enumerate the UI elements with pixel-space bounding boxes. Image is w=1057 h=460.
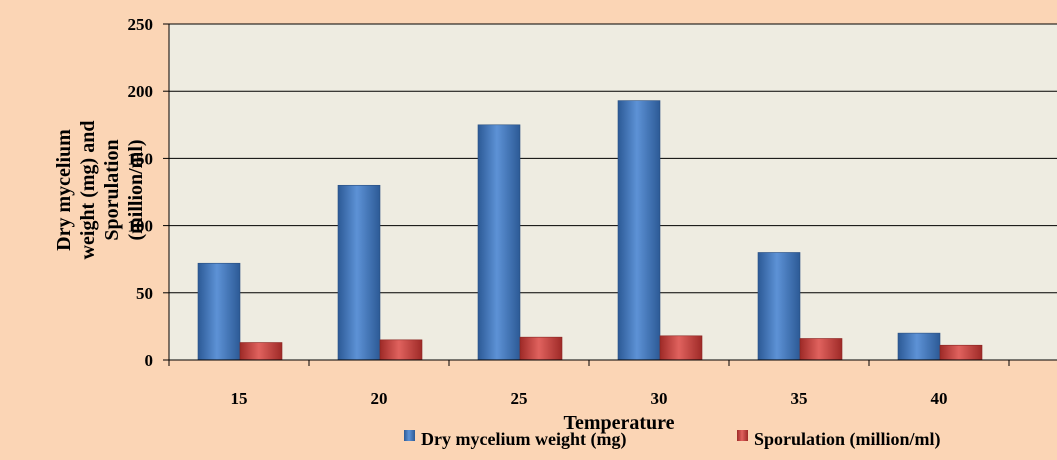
y-tick-label: 0 bbox=[145, 351, 154, 370]
legend-label-sporulation: Sporulation (million/ml) bbox=[754, 429, 941, 450]
legend-swatch-sporulation bbox=[737, 430, 748, 441]
bar-sporulation-40 bbox=[939, 344, 983, 361]
x-tick-label: 25 bbox=[511, 389, 528, 408]
bar-dry-mycelium-15 bbox=[197, 262, 241, 361]
y-axis-label-line: (million/ml) bbox=[125, 139, 147, 240]
plot-area bbox=[169, 24, 1057, 360]
legend: Dry mycelium weight (mg) Sporulation (mi… bbox=[404, 429, 941, 450]
gridlines bbox=[163, 23, 1057, 366]
legend-swatch-dry-mycelium bbox=[404, 430, 415, 441]
y-tick-label: 50 bbox=[136, 284, 153, 303]
y-tick-label: 150 bbox=[128, 149, 154, 168]
y-tick-label: 200 bbox=[128, 82, 154, 101]
y-tick-label: 250 bbox=[128, 15, 154, 34]
bar-sporulation-15 bbox=[239, 342, 283, 361]
bars bbox=[197, 100, 983, 361]
y-axis-label: Dry mycelium weight (mg) and Sporulation (m… bbox=[53, 121, 147, 260]
y-axis-label-line: Dry mycelium bbox=[53, 129, 75, 251]
bar-sporulation-20 bbox=[379, 339, 423, 361]
bar-dry-mycelium-40 bbox=[897, 332, 941, 361]
bar-dry-mycelium-25 bbox=[477, 124, 521, 361]
axes bbox=[168, 24, 1057, 361]
x-tick-label: 40 bbox=[931, 389, 948, 408]
y-tick-label: 100 bbox=[128, 217, 154, 236]
x-axis-label: Temperature bbox=[563, 412, 674, 434]
bar-sporulation-25 bbox=[519, 336, 563, 361]
y-axis-label-line: weight (mg) and bbox=[77, 121, 99, 260]
bar-dry-mycelium-20 bbox=[337, 184, 381, 361]
y-tick-labels: 0 50 100 150 200 250 bbox=[128, 15, 154, 370]
legend-label-dry-mycelium: Dry mycelium weight (mg) bbox=[421, 429, 626, 450]
x-tick-label: 20 bbox=[371, 389, 388, 408]
x-tick-label: 30 bbox=[651, 389, 668, 408]
y-axis-label-line: Sporulation bbox=[101, 139, 123, 240]
bar-dry-mycelium-35 bbox=[757, 252, 801, 361]
bar-sporulation-30 bbox=[659, 335, 703, 361]
bar-dry-mycelium-30 bbox=[617, 100, 661, 361]
bar-sporulation-35 bbox=[799, 338, 843, 361]
x-tick-label: 35 bbox=[791, 389, 808, 408]
x-tick-labels: 15 20 25 30 35 40 bbox=[231, 389, 948, 408]
x-tick-label: 15 bbox=[231, 389, 248, 408]
